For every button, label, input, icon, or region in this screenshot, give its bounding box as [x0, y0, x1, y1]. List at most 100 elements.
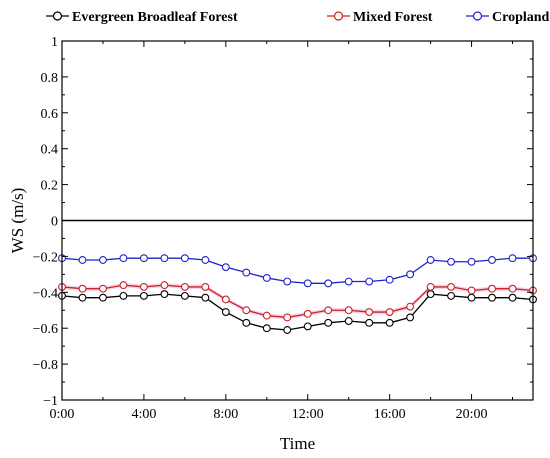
legend-label: Mixed Forest: [353, 10, 433, 25]
data-point: [180, 254, 189, 263]
series-band: [62, 282, 533, 320]
series-0: [58, 290, 537, 334]
data-point: [303, 309, 312, 318]
data-point: [365, 308, 374, 316]
data-point: [201, 256, 210, 264]
data-point: [242, 306, 251, 315]
data-point: [160, 290, 169, 299]
data-point: [139, 254, 148, 263]
data-point: [447, 291, 456, 300]
data-point: [467, 286, 476, 295]
data-point: [99, 284, 107, 293]
data-point: [119, 254, 128, 263]
data-point: [508, 284, 517, 293]
data-point: [406, 302, 415, 311]
series-1: [58, 281, 537, 322]
data-point: [488, 284, 496, 293]
x-axis-label: Time: [280, 434, 315, 453]
data-point: [344, 317, 353, 325]
data-point: [201, 293, 210, 302]
y-tick-label: 0.4: [41, 143, 59, 158]
data-point: [385, 318, 394, 327]
data-point: [99, 256, 107, 264]
data-point: [221, 263, 230, 272]
data-point: [99, 293, 107, 302]
data-point: [242, 318, 251, 327]
data-point: [303, 322, 312, 331]
data-point: [242, 268, 251, 277]
x-tick-label: 16:00: [374, 407, 406, 422]
data-point: [119, 281, 128, 290]
data-point: [324, 318, 333, 327]
series-line: [61, 293, 534, 331]
data-point: [262, 324, 271, 333]
y-tick-label: −0.4: [33, 286, 58, 301]
data-point: [426, 282, 435, 291]
legend-item: Cropland: [466, 10, 550, 25]
data-point: [365, 318, 374, 327]
legend-item: Evergreen Broadleaf Forest: [46, 10, 238, 25]
data-point: [139, 291, 148, 300]
data-point: [283, 277, 292, 286]
data-point: [447, 282, 456, 291]
data-point: [344, 277, 353, 286]
y-tick-label: −0.8: [33, 358, 58, 373]
data-point: [426, 256, 435, 264]
data-point: [385, 275, 394, 284]
data-point: [324, 279, 333, 288]
data-point: [180, 291, 189, 300]
data-point: [406, 270, 415, 279]
y-tick-label: 0.6: [41, 107, 59, 122]
data-point: [508, 293, 517, 302]
data-point: [262, 311, 271, 320]
data-point: [180, 282, 189, 291]
x-tick-label: 12:00: [292, 407, 324, 422]
y-tick-label: 0.8: [41, 71, 59, 86]
legend-item: Mixed Forest: [327, 10, 433, 25]
data-point: [221, 295, 230, 304]
x-tick-label: 0:00: [50, 407, 75, 422]
data-point: [365, 277, 374, 286]
data-point: [160, 281, 169, 290]
x-axis: 0:00 4:00 8:00 12:00 16:00 20:00: [50, 41, 514, 422]
data-point: [467, 293, 476, 302]
legend: Evergreen Broadleaf Forest Mixed Forest Cr…: [46, 10, 550, 25]
legend-label: Cropland: [492, 10, 550, 25]
data-point: [78, 284, 87, 293]
shaded-bands: [62, 282, 533, 320]
series-2: [58, 254, 537, 288]
data-point: [119, 291, 128, 300]
data-point: [344, 306, 353, 315]
y-tick-label: 0: [51, 215, 58, 230]
data-point: [283, 313, 292, 322]
y-tick-label: 0.2: [41, 179, 59, 194]
series-line: [61, 257, 533, 284]
data-point: [139, 282, 148, 291]
y-tick-label: −0.2: [33, 250, 58, 265]
x-tick-label: 4:00: [131, 407, 156, 422]
y-axis-label: WS (m/s): [8, 188, 27, 254]
data-point: [303, 279, 312, 288]
data-point: [324, 306, 333, 315]
data-point: [262, 273, 271, 282]
data-point: [488, 293, 496, 302]
series-layer: [58, 254, 537, 334]
data-point: [447, 257, 456, 266]
data-point: [488, 256, 496, 264]
legend-swatch-marker: [333, 11, 344, 21]
data-point: [508, 254, 517, 263]
legend-swatch-marker: [472, 11, 483, 21]
legend-swatch-marker: [52, 11, 63, 21]
legend-label: Evergreen Broadleaf Forest: [72, 10, 238, 25]
data-point: [426, 290, 435, 299]
y-axis: −1 −0.8 −0.6 −0.4 −0.2 0 0.2 0.4 0.6 0.8 1: [33, 35, 533, 409]
x-tick-label: 20:00: [456, 407, 488, 422]
data-point: [406, 313, 415, 322]
y-tick-label: −0.6: [33, 322, 58, 337]
y-tick-label: 1: [51, 35, 58, 50]
x-tick-label: 8:00: [213, 407, 238, 422]
data-point: [160, 254, 169, 263]
data-point: [283, 326, 292, 334]
data-point: [467, 257, 476, 266]
